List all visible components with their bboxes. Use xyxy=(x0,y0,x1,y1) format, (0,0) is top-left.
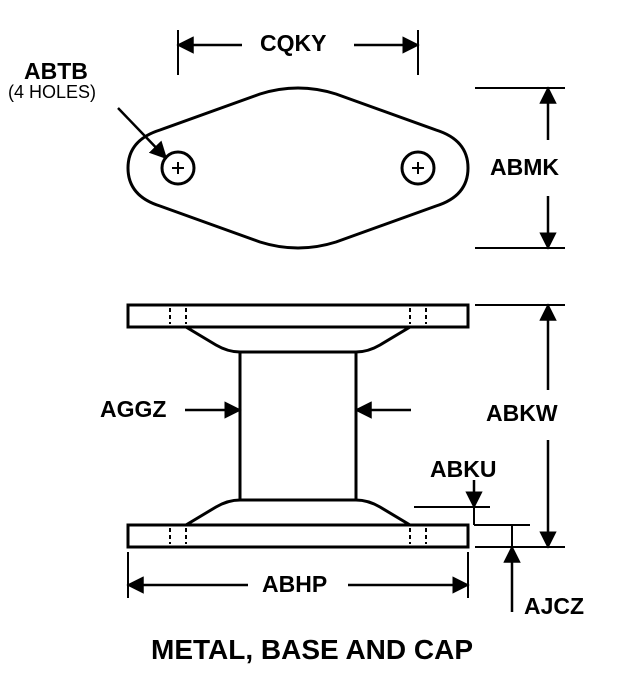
diagram-title: METAL, BASE AND CAP xyxy=(0,634,624,666)
label-abtb-sub: (4 HOLES) xyxy=(8,82,96,103)
top-flange xyxy=(128,305,468,327)
label-abku: ABKU xyxy=(430,456,496,483)
label-abtb: ABTB xyxy=(24,58,88,85)
label-abhp: ABHP xyxy=(262,571,327,598)
label-aggz: AGGZ xyxy=(100,396,166,423)
label-ajcz: AJCZ xyxy=(524,593,584,620)
label-abmk: ABMK xyxy=(490,154,559,181)
bottom-flange xyxy=(128,525,468,547)
label-abkw: ABKW xyxy=(486,400,558,427)
label-cqky: CQKY xyxy=(260,30,326,57)
